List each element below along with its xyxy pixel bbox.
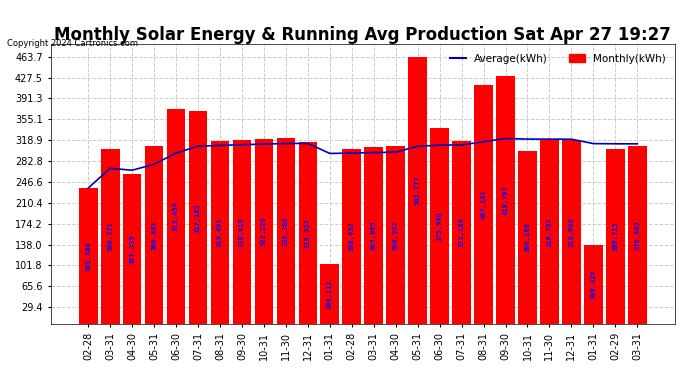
Bar <box>188 111 208 324</box>
Text: Copyright 2024 Cartronics.com: Copyright 2024 Cartronics.com <box>7 39 138 48</box>
Text: 418,797: 418,797 <box>502 185 509 215</box>
Bar <box>277 138 295 324</box>
Bar <box>210 141 229 324</box>
Text: 375,940: 375,940 <box>437 211 442 241</box>
Bar <box>606 148 624 324</box>
Text: 501,777: 501,777 <box>415 176 421 206</box>
Bar <box>299 142 317 324</box>
Text: 309,715: 309,715 <box>612 222 618 251</box>
Bar <box>584 244 602 324</box>
Bar <box>431 128 449 324</box>
Text: 318,968: 318,968 <box>569 217 574 247</box>
Text: 270,463: 270,463 <box>634 220 640 250</box>
Bar <box>79 188 97 324</box>
Text: 308,461: 308,461 <box>151 220 157 250</box>
Text: 317,185: 317,185 <box>195 203 201 232</box>
Bar <box>518 151 537 324</box>
Bar <box>628 146 647 324</box>
Bar <box>167 109 186 324</box>
Text: 320,386: 320,386 <box>283 216 289 246</box>
Text: 308,957: 308,957 <box>393 220 399 250</box>
Bar <box>342 148 361 324</box>
Text: 322,226: 322,226 <box>261 217 267 246</box>
Text: 407,181: 407,181 <box>480 190 486 219</box>
Bar <box>408 57 427 324</box>
Title: Monthly Solar Energy & Running Avg Production Sat Apr 27 19:27: Monthly Solar Energy & Running Avg Produ… <box>55 26 671 44</box>
Text: 371,186: 371,186 <box>459 217 464 248</box>
Bar <box>255 139 273 324</box>
Text: 315,357: 315,357 <box>305 218 311 248</box>
Bar <box>474 85 493 324</box>
Bar <box>496 76 515 324</box>
Text: 307,339: 307,339 <box>129 234 135 264</box>
Bar <box>233 140 251 324</box>
Legend: Average(kWh), Monthly(kWh): Average(kWh), Monthly(kWh) <box>446 50 670 68</box>
Bar <box>101 148 119 324</box>
Text: 313,454: 313,454 <box>173 201 179 231</box>
Bar <box>123 174 141 324</box>
Text: 319,491: 319,491 <box>217 217 223 248</box>
Text: 300,186: 300,186 <box>524 223 531 252</box>
Text: 320,919: 320,919 <box>239 217 245 247</box>
Bar <box>452 141 471 324</box>
Bar <box>386 146 405 324</box>
Text: 306,371: 306,371 <box>107 221 113 251</box>
Text: 308,112: 308,112 <box>327 279 333 309</box>
Text: 318,797: 318,797 <box>546 217 553 247</box>
Text: 308,432: 308,432 <box>348 222 355 251</box>
Bar <box>320 264 339 324</box>
Bar <box>145 146 164 324</box>
Text: 305,580: 305,580 <box>86 241 91 271</box>
Bar <box>562 140 581 324</box>
Bar <box>540 140 559 324</box>
Text: 309,426: 309,426 <box>591 270 596 299</box>
Text: 307,865: 307,865 <box>371 220 377 250</box>
Bar <box>364 147 383 324</box>
